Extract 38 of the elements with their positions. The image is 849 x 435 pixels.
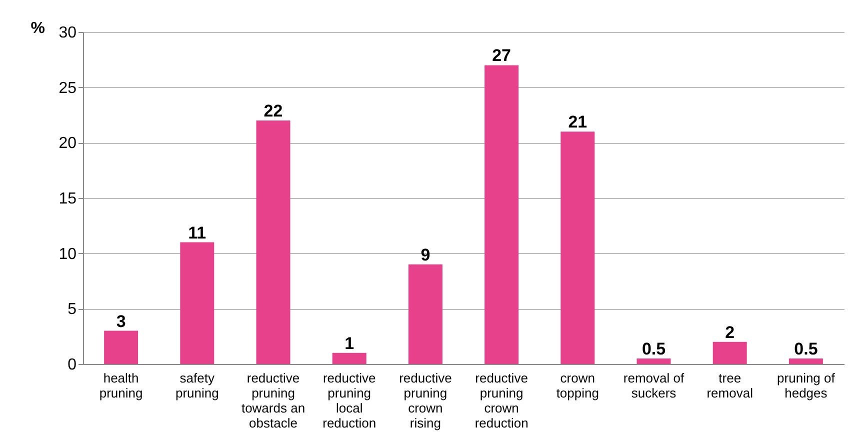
x-tick-label: reductive pruning towards an obstacle [241, 370, 306, 430]
y-tick-label: 25 [58, 80, 77, 97]
x-tick-label: removal of suckers [623, 370, 684, 400]
bar [560, 132, 595, 364]
x-tick-label: reductive pruning local reduction [322, 370, 376, 430]
bar [788, 358, 823, 364]
x-tick-label: crown topping [556, 370, 599, 400]
data-label: 9 [420, 245, 430, 264]
data-label: 22 [264, 102, 283, 121]
bar [256, 120, 290, 364]
y-tick-label: 20 [58, 135, 77, 152]
x-tick-label: safety pruning [175, 370, 219, 400]
data-label: 2 [725, 322, 735, 342]
y-axis-title: % [30, 20, 45, 37]
y-tick-label: 30 [58, 24, 77, 42]
data-label: 1 [344, 334, 354, 353]
bar [484, 65, 519, 364]
bar [332, 352, 366, 364]
x-tick-label: tree removal [706, 370, 754, 400]
bar [636, 358, 671, 364]
data-label: 27 [492, 46, 512, 66]
data-label: 0.5 [794, 339, 818, 358]
data-label: 0.5 [642, 339, 666, 358]
x-tick-label: reductive pruning crown reduction [474, 370, 528, 430]
data-label: 11 [188, 223, 206, 242]
bar [180, 242, 214, 364]
bar [712, 342, 747, 364]
y-tick-label: 0 [68, 356, 77, 374]
y-tick-label: 15 [58, 190, 77, 208]
x-tick-label: health pruning [99, 370, 143, 400]
y-tick-label: 5 [68, 301, 77, 318]
x-tick-label: pruning of hedges [777, 370, 836, 400]
x-tick-label: reductive pruning crown rising [399, 370, 452, 430]
y-tick-label: 10 [58, 246, 77, 263]
data-label: 21 [568, 112, 588, 132]
data-label: 3 [116, 312, 126, 331]
bar [104, 330, 138, 364]
bar [408, 264, 442, 364]
